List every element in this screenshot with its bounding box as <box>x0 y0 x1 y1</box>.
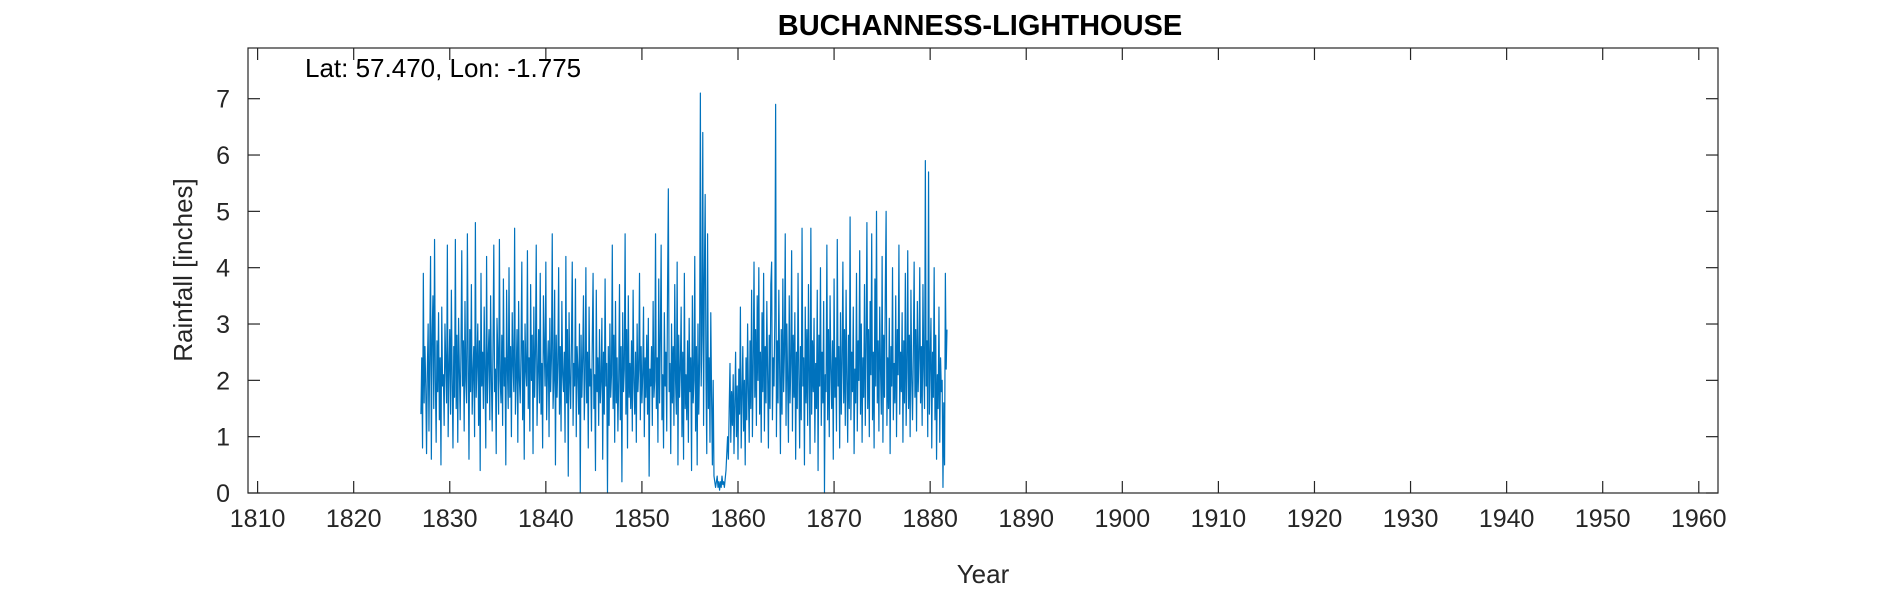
y-tick-label: 0 <box>216 480 230 508</box>
x-tick-label: 1810 <box>230 505 286 533</box>
x-tick-label: 1900 <box>1095 505 1151 533</box>
y-axis-label: Rainfall [inches] <box>168 178 198 362</box>
x-tick-label: 1910 <box>1191 505 1247 533</box>
y-tick-label: 3 <box>216 311 230 339</box>
x-tick-label: 1960 <box>1671 505 1727 533</box>
y-tick-label: 5 <box>216 198 230 226</box>
x-axis-label: Year <box>957 559 1010 589</box>
y-tick-label: 7 <box>216 86 230 114</box>
y-tick-label: 6 <box>216 142 230 170</box>
x-tick-label: 1830 <box>422 505 478 533</box>
x-tick-label: 1930 <box>1383 505 1439 533</box>
x-tick-label: 1880 <box>902 505 958 533</box>
y-tick-label: 1 <box>216 424 230 452</box>
x-tick-label: 1840 <box>518 505 574 533</box>
axis-ticks <box>248 48 1718 494</box>
plot-frame <box>247 47 1719 494</box>
y-tick-label: 4 <box>216 255 230 283</box>
y-tick-labels: 0 1 2 3 4 5 6 7 <box>216 86 230 508</box>
x-tick-label: 1890 <box>998 505 1054 533</box>
x-tick-labels: 1810 1820 1830 1840 1850 1860 1870 1880 1890 1900… <box>230 505 1727 533</box>
chart-title: BUCHANNESS-LIGHTHOUSE <box>778 10 1182 42</box>
y-tick-label: 2 <box>216 367 230 395</box>
x-tick-label: 1850 <box>614 505 670 533</box>
station-coordinates: Lat: 57.470, Lon: -1.775 <box>305 53 581 83</box>
x-tick-label: 1920 <box>1287 505 1343 533</box>
x-tick-label: 1820 <box>326 505 382 533</box>
x-tick-label: 1950 <box>1575 505 1631 533</box>
x-tick-label: 1870 <box>806 505 862 533</box>
rainfall-series-line <box>420 92 948 494</box>
x-tick-label: 1940 <box>1479 505 1535 533</box>
x-tick-label: 1860 <box>710 505 766 533</box>
